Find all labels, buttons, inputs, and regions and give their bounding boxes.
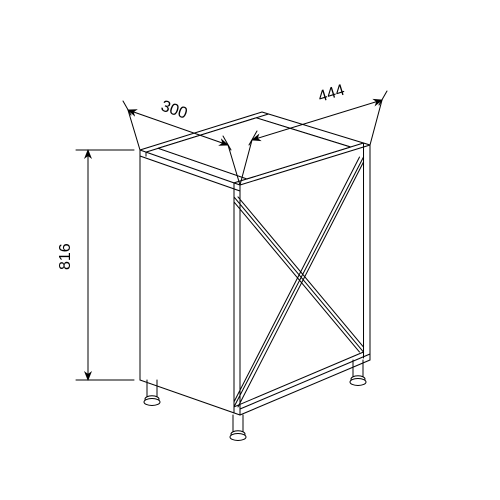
technical-drawing: 816 300 444 <box>0 0 500 500</box>
leg-front-right <box>230 415 246 441</box>
dim-depth-label: 444 <box>316 82 347 106</box>
dim-width-label: 300 <box>159 98 190 123</box>
leg-back-right <box>350 360 366 386</box>
cabinet-body <box>140 112 370 415</box>
wine-rack-x <box>234 157 364 407</box>
dim-height: 816 <box>57 150 134 380</box>
dim-height-label: 816 <box>57 243 74 270</box>
